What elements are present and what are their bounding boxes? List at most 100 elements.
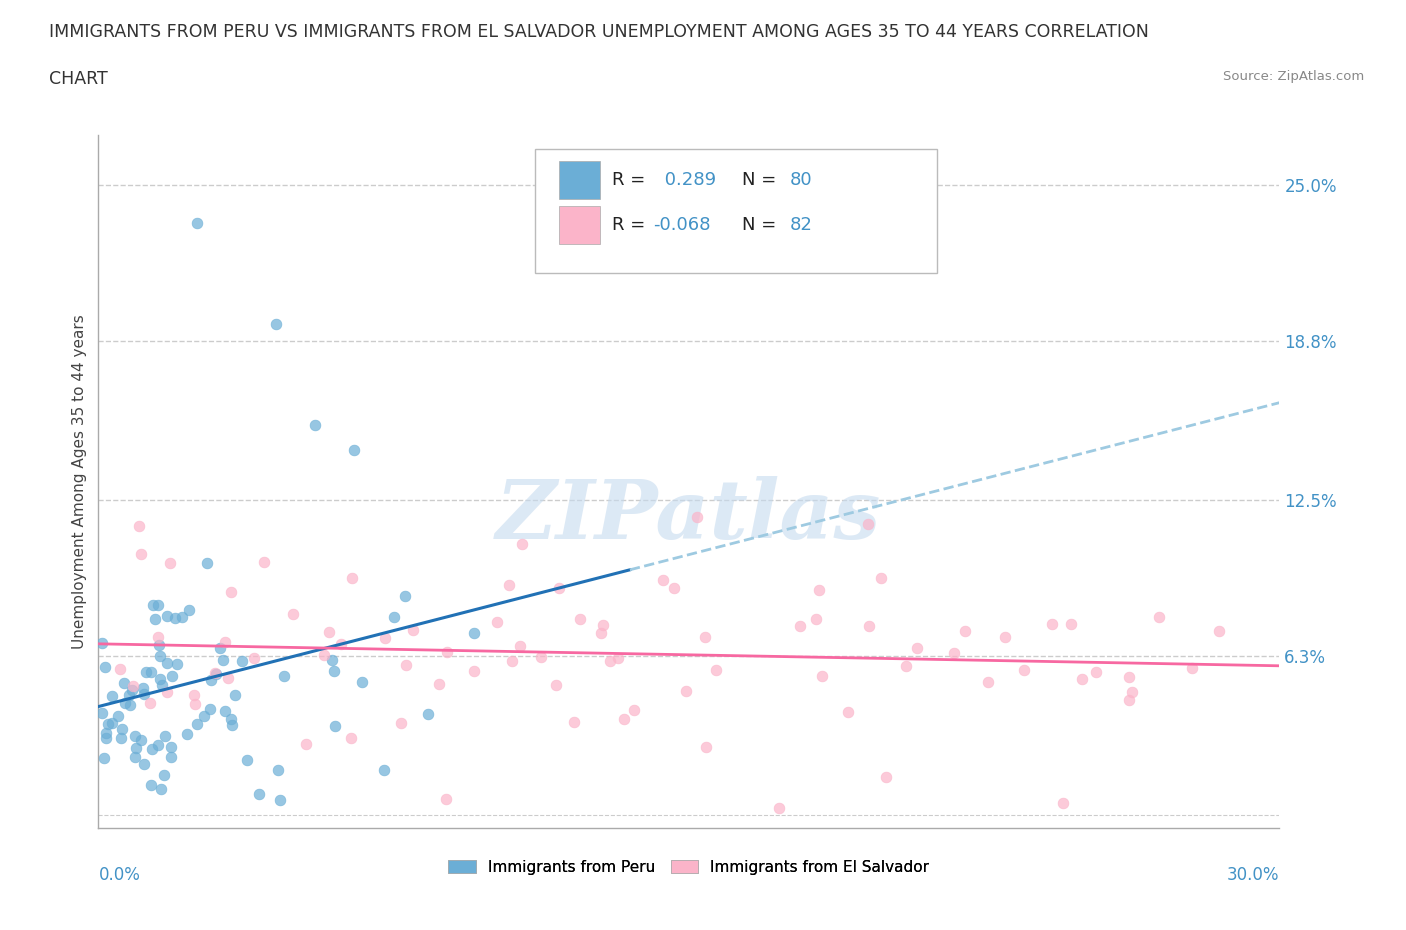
Point: [186, 716, 208, 731]
Point: [224, 688, 246, 703]
Point: [394, 589, 416, 604]
Text: ZIPatlas: ZIPatlas: [496, 476, 882, 556]
Text: 0.289: 0.289: [659, 171, 717, 189]
Point: [294, 737, 316, 751]
Point: [247, 787, 270, 802]
Point: [264, 316, 287, 331]
Point: [221, 711, 243, 726]
Point: [613, 711, 636, 726]
Point: [129, 546, 152, 561]
Point: [1084, 664, 1107, 679]
Text: -0.068: -0.068: [654, 216, 711, 234]
Point: [219, 585, 242, 600]
Point: [395, 658, 418, 672]
Point: [163, 611, 186, 626]
Text: Source: ZipAtlas.com: Source: ZipAtlas.com: [1223, 70, 1364, 83]
Point: [1012, 663, 1035, 678]
Point: [429, 677, 451, 692]
Point: [695, 630, 717, 644]
Point: [141, 742, 163, 757]
Point: [101, 689, 124, 704]
Point: [955, 624, 977, 639]
Point: [1121, 684, 1143, 699]
Point: [122, 678, 145, 693]
Point: [153, 768, 176, 783]
Point: [486, 614, 509, 629]
Point: [858, 618, 880, 633]
Point: [323, 718, 346, 733]
Point: [150, 781, 173, 796]
Point: [150, 678, 173, 693]
Point: [837, 705, 859, 720]
Point: [156, 609, 179, 624]
Point: [148, 637, 170, 652]
Y-axis label: Unemployment Among Ages 35 to 44 years: Unemployment Among Ages 35 to 44 years: [72, 314, 87, 648]
Point: [172, 610, 194, 625]
Point: [662, 580, 685, 595]
Point: [569, 612, 592, 627]
Point: [498, 578, 520, 592]
Point: [153, 728, 176, 743]
Point: [704, 663, 727, 678]
Point: [463, 625, 485, 640]
Point: [318, 625, 340, 640]
Point: [323, 663, 346, 678]
Point: [402, 622, 425, 637]
FancyBboxPatch shape: [560, 206, 600, 244]
Point: [97, 717, 120, 732]
Point: [623, 702, 645, 717]
Point: [1070, 671, 1092, 686]
Point: [1040, 617, 1063, 631]
Point: [149, 671, 172, 686]
Point: [111, 721, 134, 736]
Point: [1060, 617, 1083, 631]
Point: [374, 631, 396, 645]
Point: [875, 770, 897, 785]
Text: N =: N =: [742, 171, 782, 189]
Point: [214, 704, 236, 719]
Point: [149, 648, 172, 663]
Point: [418, 707, 440, 722]
Point: [124, 740, 146, 755]
Point: [139, 696, 162, 711]
Point: [212, 653, 235, 668]
Point: [592, 618, 614, 632]
Point: [200, 701, 222, 716]
Text: 80: 80: [789, 171, 811, 189]
Point: [1147, 610, 1170, 625]
Point: [321, 652, 343, 667]
Point: [148, 630, 170, 644]
Point: [93, 751, 115, 765]
Point: [91, 706, 114, 721]
Point: [544, 677, 567, 692]
Point: [942, 645, 965, 660]
Point: [184, 697, 207, 711]
Point: [501, 653, 523, 668]
Point: [436, 644, 458, 659]
Point: [177, 603, 200, 618]
Point: [686, 510, 709, 525]
Point: [214, 635, 236, 650]
Point: [156, 655, 179, 670]
Point: [562, 714, 585, 729]
Point: [789, 618, 811, 633]
Point: [281, 606, 304, 621]
Point: [94, 725, 117, 740]
Point: [510, 536, 533, 551]
Text: IMMIGRANTS FROM PERU VS IMMIGRANTS FROM EL SALVADOR UNEMPLOYMENT AMONG AGES 35 T: IMMIGRANTS FROM PERU VS IMMIGRANTS FROM …: [49, 23, 1149, 41]
Point: [994, 630, 1017, 644]
Point: [607, 650, 630, 665]
Point: [91, 635, 114, 650]
Point: [94, 659, 117, 674]
Text: 82: 82: [789, 216, 813, 234]
Point: [389, 715, 412, 730]
Point: [373, 763, 395, 777]
Point: [166, 657, 188, 671]
Point: [160, 669, 183, 684]
Text: R =: R =: [612, 216, 651, 234]
Point: [977, 675, 1000, 690]
Point: [589, 626, 612, 641]
Point: [266, 762, 288, 777]
Point: [269, 792, 291, 807]
Point: [350, 674, 373, 689]
